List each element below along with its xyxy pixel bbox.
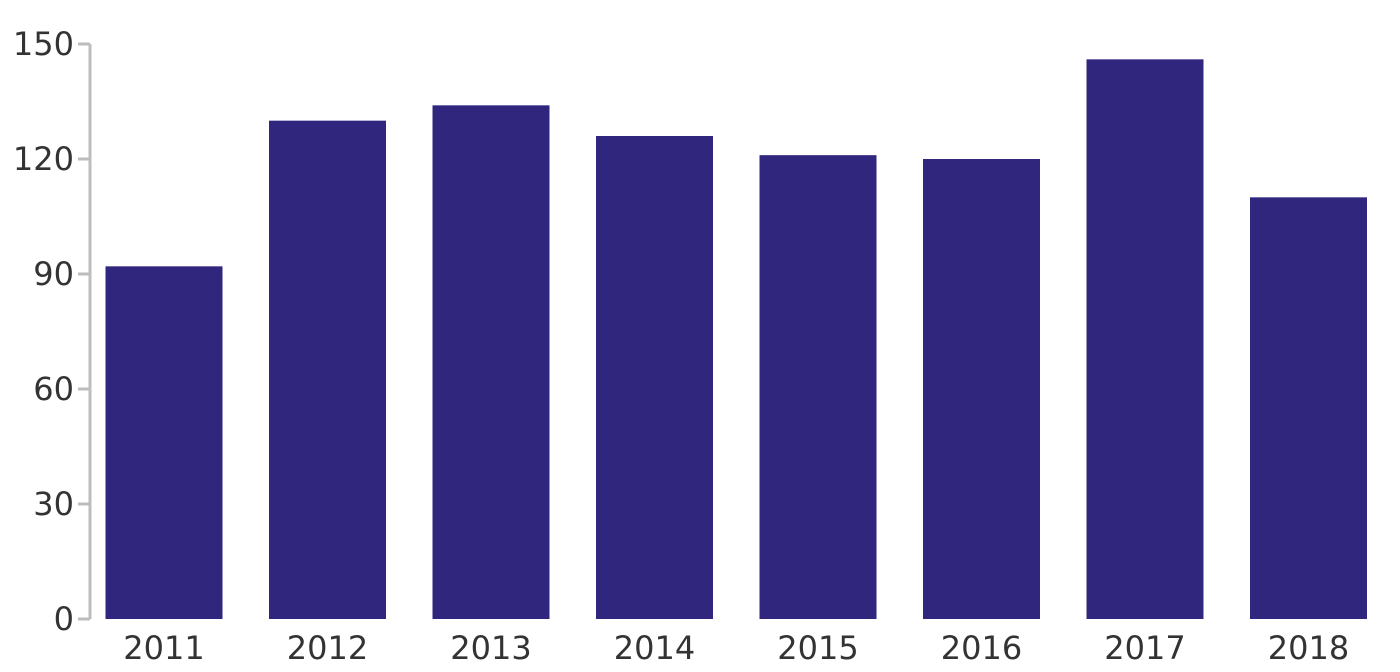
bar-2013: [432, 105, 550, 620]
y-tick-label: 30: [33, 485, 74, 523]
x-axis: 2011 2012 2013 2014 2015 2016 2017 2018: [123, 629, 1349, 667]
x-tick-label: 2018: [1268, 629, 1349, 667]
x-tick-label: 2015: [777, 629, 858, 667]
bar-2011: [105, 266, 223, 619]
y-tick-label: 90: [33, 255, 74, 293]
bar-2018: [1250, 197, 1367, 620]
x-tick-label: 2014: [614, 629, 695, 667]
y-tick-label: 150: [13, 25, 74, 63]
x-tick-label: 2013: [450, 629, 531, 667]
y-tick-label: 60: [33, 370, 74, 408]
bar-2016: [923, 159, 1040, 619]
bar-2012: [269, 120, 386, 620]
x-tick-label: 2017: [1104, 629, 1185, 667]
y-tick-label: 0: [54, 600, 74, 638]
x-tick-label: 2012: [287, 629, 368, 667]
bar-2014: [596, 136, 713, 619]
x-tick-label: 2011: [123, 629, 204, 667]
x-tick-label: 2016: [941, 629, 1022, 667]
bar-2015: [759, 155, 877, 619]
bar-2017: [1086, 59, 1204, 620]
y-tick-label: 120: [13, 140, 74, 178]
y-axis: 0 30 60 90 120 150: [13, 25, 92, 638]
bars: [105, 59, 1367, 620]
